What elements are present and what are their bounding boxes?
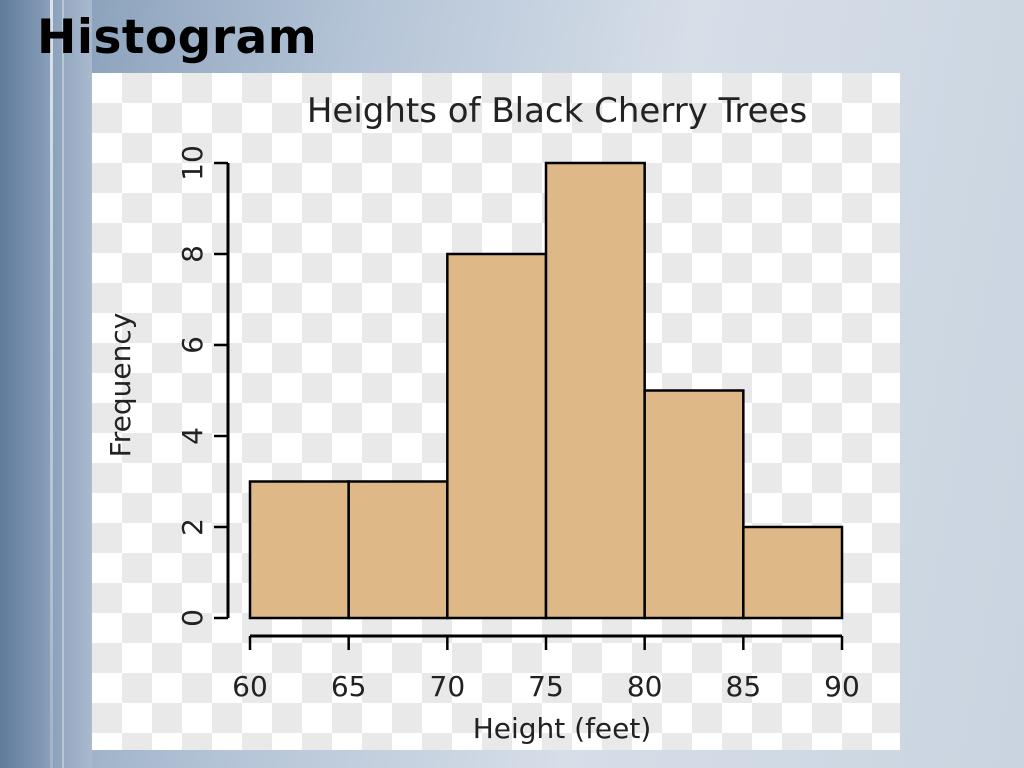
x-tick-label: 70	[430, 670, 466, 703]
x-tick-label: 75	[528, 670, 564, 703]
x-tick-label: 90	[824, 670, 860, 703]
x-axis-label: Height (feet)	[473, 712, 652, 745]
histogram-bar	[347, 480, 449, 620]
y-tick-label: 6	[176, 336, 209, 354]
decorative-left-band	[0, 0, 92, 768]
bars-layer	[248, 161, 844, 620]
histogram-bar	[248, 480, 350, 620]
x-tick-label: 80	[627, 670, 663, 703]
histogram-bar	[544, 161, 646, 620]
y-tick-label: 8	[176, 245, 209, 263]
x-tick-label: 85	[726, 670, 762, 703]
y-axis-label: Frequency	[104, 313, 137, 458]
histogram-bar	[446, 252, 548, 620]
y-tick-label: 2	[176, 518, 209, 536]
decorative-line-secondary	[62, 0, 64, 768]
axes-layer: 0 2 4 6 8 10 60 65 70 75 80 85 90	[176, 145, 860, 703]
x-tick-label: 65	[331, 670, 367, 703]
y-tick-label: 10	[176, 145, 209, 181]
x-tick-label: 60	[232, 670, 268, 703]
histogram-bar	[742, 525, 844, 620]
decorative-line	[50, 0, 53, 768]
y-tick-label: 0	[176, 609, 209, 627]
histogram-bar	[643, 389, 745, 620]
slide-title: Histogram	[37, 10, 318, 65]
chart-title: Heights of Black Cherry Trees	[307, 91, 807, 131]
y-tick-label: 4	[176, 427, 209, 445]
